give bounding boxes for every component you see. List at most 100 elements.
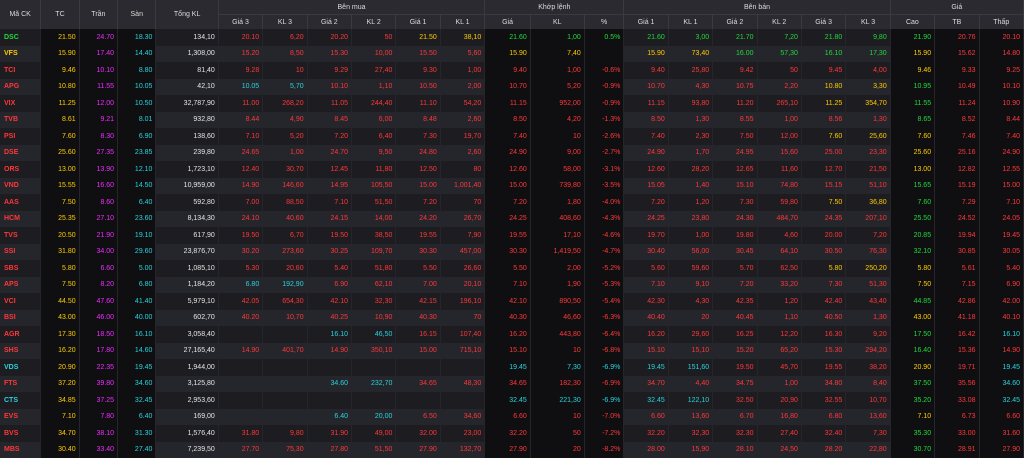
sell-cell: 42.40 bbox=[801, 293, 845, 310]
col-match-2[interactable]: % bbox=[584, 15, 624, 30]
col-buy-3[interactable]: KL 2 bbox=[352, 15, 396, 30]
sell-cell: 1,20 bbox=[757, 293, 801, 310]
match-cell: 8.50 bbox=[485, 112, 531, 129]
buy-cell: 32.00 bbox=[396, 425, 440, 442]
col-total-volume[interactable]: Tổng KL bbox=[156, 0, 218, 29]
col-floor[interactable]: Sàn bbox=[118, 0, 156, 29]
col-sell-1[interactable]: KL 1 bbox=[668, 15, 712, 30]
buy-cell: 19.50 bbox=[307, 227, 351, 244]
col-buy-4[interactable]: Giá 1 bbox=[396, 15, 440, 30]
col-match-0[interactable]: Giá bbox=[485, 15, 531, 30]
buy-cell: 11.00 bbox=[218, 95, 262, 112]
ceil-price-cell: 10.10 bbox=[79, 62, 117, 79]
buy-cell: 6.40 bbox=[307, 409, 351, 426]
sell-cell: 294,20 bbox=[846, 343, 890, 360]
total-volume-cell: 1,576,40 bbox=[156, 425, 218, 442]
col-sell-5[interactable]: KL 3 bbox=[846, 15, 890, 30]
sell-cell: 32.45 bbox=[624, 392, 668, 409]
buy-cell: 14,00 bbox=[352, 211, 396, 228]
match-cell: 7.10 bbox=[485, 277, 531, 294]
buy-cell: 20.20 bbox=[307, 29, 351, 46]
sell-cell: 9,10 bbox=[668, 277, 712, 294]
buy-cell: 34,60 bbox=[440, 409, 484, 426]
buy-cell: 6,70 bbox=[263, 227, 307, 244]
buy-cell: 26,70 bbox=[440, 211, 484, 228]
col-sell-2[interactable]: Giá 2 bbox=[713, 15, 757, 30]
col-sell-4[interactable]: Giá 3 bbox=[801, 15, 845, 30]
ref-price-cell: 7.50 bbox=[41, 194, 79, 211]
ceil-price-cell: 22.35 bbox=[79, 359, 117, 376]
buy-cell: 8.45 bbox=[307, 112, 351, 129]
price-stat-cell: 6.73 bbox=[935, 409, 979, 426]
total-volume-cell: 23,876,70 bbox=[156, 244, 218, 261]
col-buy-0[interactable]: Giá 3 bbox=[218, 15, 262, 30]
ceil-price-cell: 9.21 bbox=[79, 112, 117, 129]
col-ref[interactable]: TC bbox=[41, 0, 79, 29]
sell-cell: 1,00 bbox=[668, 227, 712, 244]
buy-cell: 19.50 bbox=[218, 227, 262, 244]
sell-cell: 3,30 bbox=[846, 79, 890, 96]
col-buy-1[interactable]: KL 3 bbox=[263, 15, 307, 30]
floor-price-cell: 6.90 bbox=[118, 128, 156, 145]
buy-cell: 30.25 bbox=[307, 244, 351, 261]
price-stat-cell: 19.71 bbox=[935, 359, 979, 376]
buy-cell bbox=[263, 376, 307, 393]
buy-cell: 5,20 bbox=[263, 128, 307, 145]
col-buy-2[interactable]: Giá 2 bbox=[307, 15, 351, 30]
buy-cell: 2,60 bbox=[440, 112, 484, 129]
total-volume-cell: 1,085,10 bbox=[156, 260, 218, 277]
sell-cell: 21.70 bbox=[713, 29, 757, 46]
buy-cell: 15.00 bbox=[396, 178, 440, 195]
col-sell-0[interactable]: Giá 1 bbox=[624, 15, 668, 30]
col-buy-5[interactable]: KL 1 bbox=[440, 15, 484, 30]
col-match-1[interactable]: KL bbox=[530, 15, 584, 30]
buy-cell: 11.05 bbox=[307, 95, 351, 112]
buy-cell: 8.48 bbox=[396, 112, 440, 129]
total-volume-cell: 592,80 bbox=[156, 194, 218, 211]
ref-price-cell: 25.60 bbox=[41, 145, 79, 162]
match-cell: 46,60 bbox=[530, 310, 584, 327]
col-symbol[interactable]: Mã CK bbox=[0, 0, 41, 29]
sell-cell: 59,60 bbox=[668, 260, 712, 277]
buy-cell: 14.90 bbox=[307, 343, 351, 360]
col-price-0[interactable]: Cao bbox=[890, 15, 934, 30]
col-price-2[interactable]: Thấp bbox=[979, 15, 1024, 30]
sell-cell: 7,30 bbox=[846, 425, 890, 442]
buy-cell: 51,80 bbox=[352, 260, 396, 277]
ref-price-cell: 13.00 bbox=[41, 161, 79, 178]
total-volume-cell: 169,00 bbox=[156, 409, 218, 426]
match-cell: 2,00 bbox=[530, 260, 584, 277]
sell-cell: 16.30 bbox=[801, 326, 845, 343]
buy-cell: 42.05 bbox=[218, 293, 262, 310]
col-price-1[interactable]: TB bbox=[935, 15, 979, 30]
col-sell-3[interactable]: KL 2 bbox=[757, 15, 801, 30]
match-cell: -0.9% bbox=[584, 79, 624, 96]
col-ceil[interactable]: Trần bbox=[79, 0, 117, 29]
sell-cell: 20,90 bbox=[757, 392, 801, 409]
